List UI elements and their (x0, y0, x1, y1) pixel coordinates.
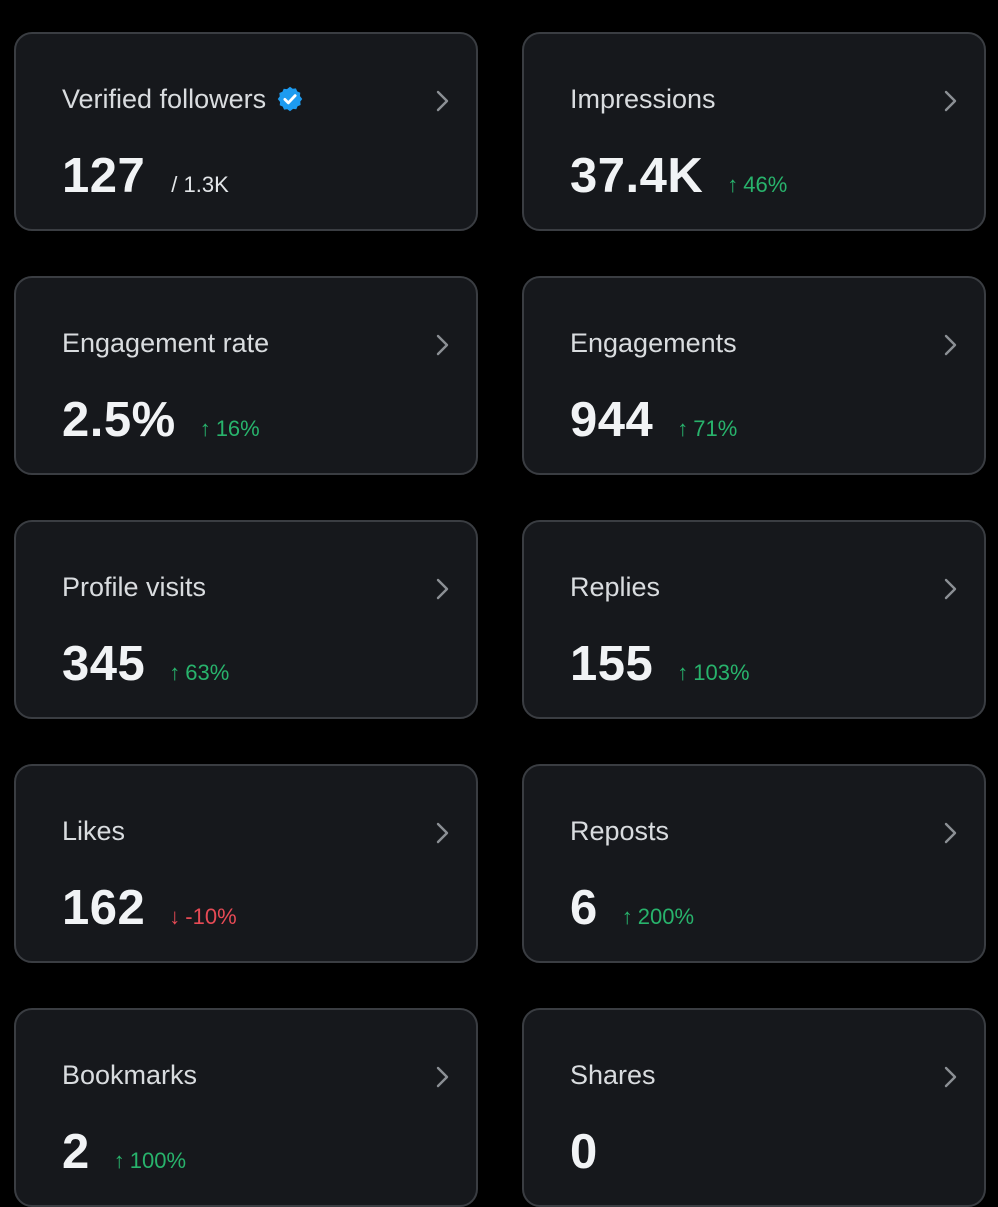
metric-value: 127 (62, 149, 146, 203)
chevron-right-icon[interactable] (432, 820, 454, 846)
metric-change: ↑ 71% (677, 416, 737, 442)
card-title: Reposts (570, 816, 670, 846)
card-impressions[interactable]: Impressions 37.4K ↑ 46% (522, 32, 986, 231)
card-shares[interactable]: Shares 0 (522, 1008, 986, 1207)
card-title: Impressions (570, 84, 716, 114)
arrow-up-icon: ↑ (199, 416, 211, 441)
chevron-right-icon[interactable] (940, 1064, 962, 1090)
arrow-up-icon: ↑ (169, 660, 181, 685)
card-replies[interactable]: Replies 155 ↑ 103% (522, 520, 986, 719)
card-bookmarks[interactable]: Bookmarks 2 ↑ 100% (14, 1008, 478, 1207)
chevron-right-icon[interactable] (940, 820, 962, 846)
card-engagements[interactable]: Engagements 944 ↑ 71% (522, 276, 986, 475)
arrow-up-icon: ↑ (113, 1148, 125, 1173)
metric-value: 37.4K (570, 149, 704, 203)
metric-change-value: 100% (129, 1148, 187, 1173)
metric-change-value: 16% (215, 416, 260, 441)
metric-value: 2 (62, 1125, 90, 1179)
metric-change-value: 71% (693, 416, 738, 441)
chevron-right-icon[interactable] (940, 88, 962, 114)
verified-badge-icon (277, 86, 303, 112)
metric-change: ↓ -10% (169, 904, 236, 930)
arrow-up-icon: ↑ (621, 904, 633, 929)
chevron-right-icon[interactable] (432, 1064, 454, 1090)
card-profile-visits[interactable]: Profile visits 345 ↑ 63% (14, 520, 478, 719)
metric-value: 2.5% (62, 393, 176, 447)
card-title: Verified followers (62, 84, 267, 114)
metric-change: ↑ 100% (114, 1148, 186, 1174)
metric-change-value: -10% (185, 904, 237, 929)
chevron-right-icon[interactable] (940, 576, 962, 602)
card-title: Likes (62, 816, 126, 846)
metric-change: ↑ 103% (677, 660, 749, 686)
metric-change: ↑ 46% (727, 172, 787, 198)
metric-value: 155 (570, 637, 654, 691)
metric-change: ↑ 16% (200, 416, 260, 442)
card-verified-followers[interactable]: Verified followers 127 / 1.3K (14, 32, 478, 231)
metric-change: ↑ 63% (169, 660, 229, 686)
chevron-right-icon[interactable] (432, 88, 454, 114)
metric-change-value: 103% (693, 660, 750, 685)
metric-value: 0 (570, 1125, 598, 1179)
card-title: Bookmarks (62, 1060, 198, 1090)
card-likes[interactable]: Likes 162 ↓ -10% (14, 764, 478, 963)
metric-change-value: 200% (637, 904, 695, 929)
metric-change-value: 46% (743, 172, 788, 197)
analytics-grid: Verified followers 127 / 1.3K Impression… (14, 32, 986, 1207)
chevron-right-icon[interactable] (940, 332, 962, 358)
card-reposts[interactable]: Reposts 6 ↑ 200% (522, 764, 986, 963)
metric-change-value: 63% (185, 660, 230, 685)
arrow-up-icon: ↑ (727, 172, 739, 197)
metric-value: 6 (570, 881, 598, 935)
arrow-down-icon: ↓ (169, 904, 181, 929)
card-title: Engagements (570, 328, 737, 358)
card-title: Shares (570, 1060, 656, 1090)
chevron-right-icon[interactable] (432, 332, 454, 358)
card-engagement-rate[interactable]: Engagement rate 2.5% ↑ 16% (14, 276, 478, 475)
card-title: Engagement rate (62, 328, 270, 358)
card-title: Replies (570, 572, 661, 602)
card-title: Profile visits (62, 572, 207, 602)
metric-total: / 1.3K (171, 172, 229, 197)
metric-value: 345 (62, 637, 146, 691)
arrow-up-icon: ↑ (677, 660, 689, 685)
arrow-up-icon: ↑ (677, 416, 689, 441)
metric-change: ↑ 200% (622, 904, 694, 930)
metric-value: 944 (570, 393, 654, 447)
metric-value: 162 (62, 881, 146, 935)
chevron-right-icon[interactable] (432, 576, 454, 602)
